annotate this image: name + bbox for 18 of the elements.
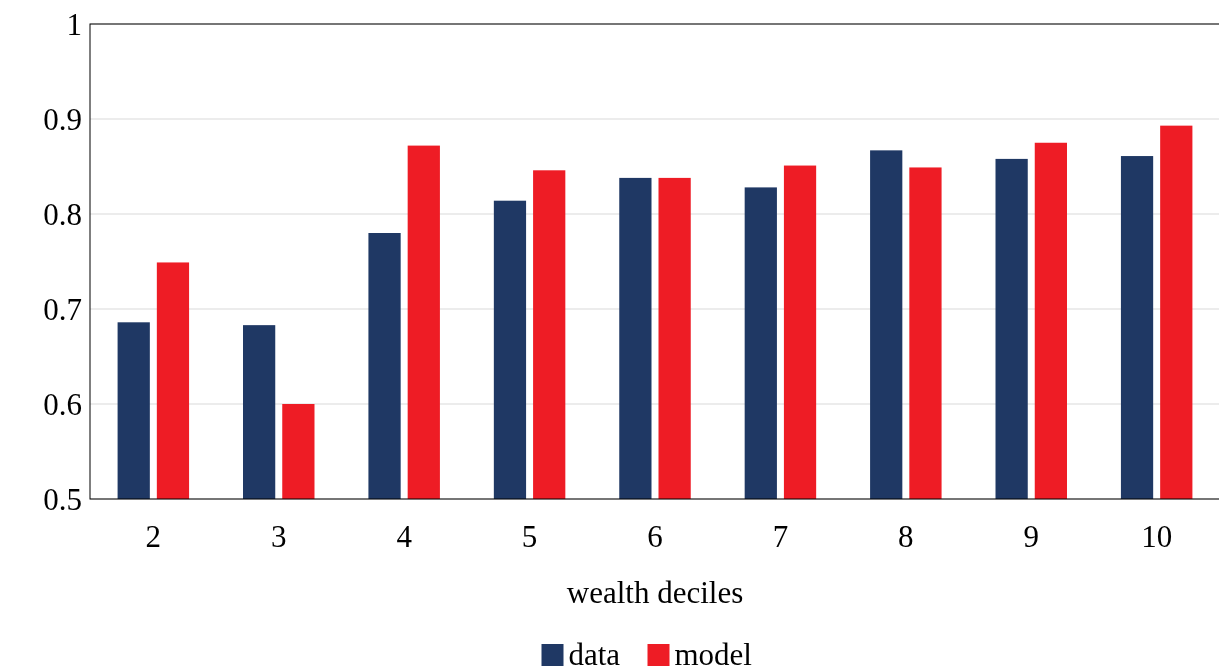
x-tick-label: 7 [772,519,789,554]
y-tick-label: 0.6 [43,386,82,422]
x-axis-title: wealth deciles [566,575,744,610]
x-tick-label: 8 [898,519,914,554]
x-tick-label: 10 [1141,519,1173,554]
x-tick-label: 4 [396,519,413,554]
y-tick-label: 0.5 [43,481,82,517]
x-tick-label: 2 [145,519,162,554]
y-tick-label: 0.7 [43,291,82,327]
x-tick-label: 5 [521,519,538,554]
legend-label: model [674,637,752,671]
x-tick-label: 3 [271,519,287,554]
x-tick-label: 9 [1023,519,1039,554]
legend-label: data [568,637,621,671]
y-tick-label: 0.8 [43,196,82,232]
y-tick-label: 0.9 [43,101,82,137]
y-tick-label: 1 [66,6,82,42]
x-tick-label: 6 [647,519,663,554]
